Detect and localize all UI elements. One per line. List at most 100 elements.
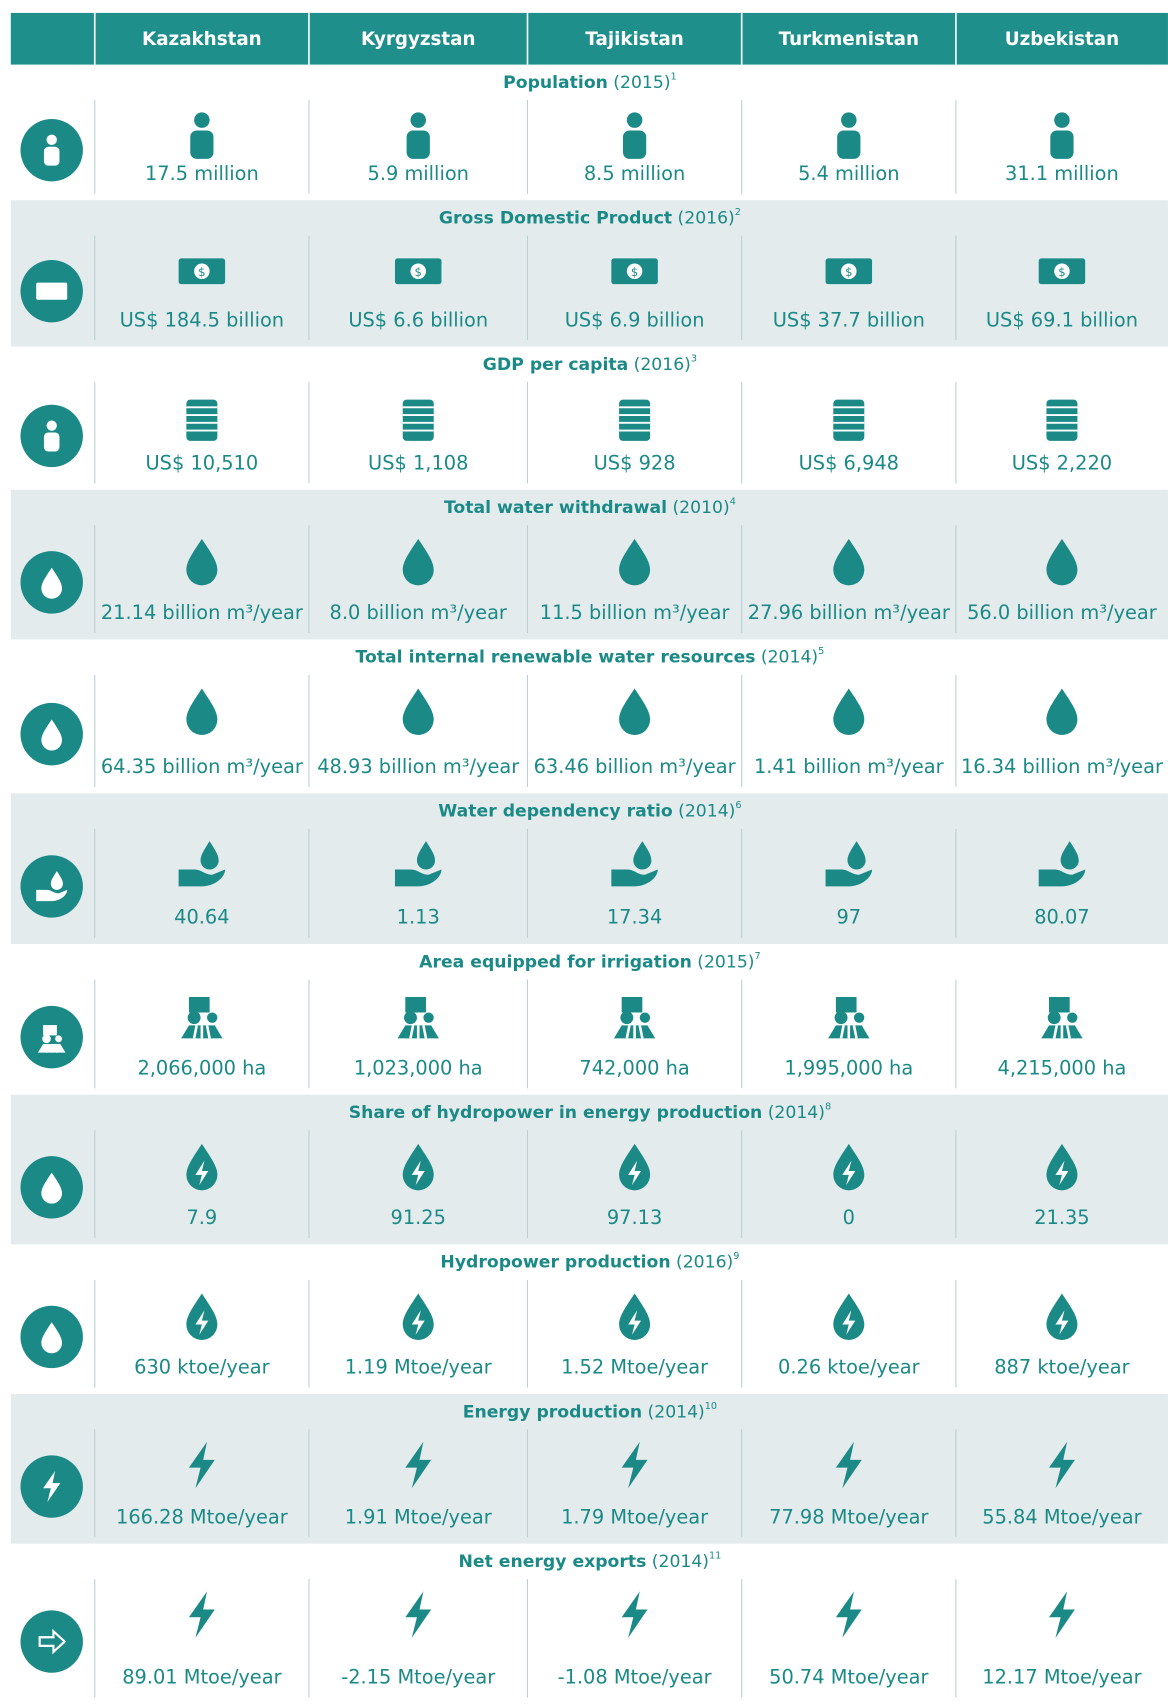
cell-value: 166.28 Mtoe/year bbox=[116, 1505, 288, 1528]
cell-value: 630 ktoe/year bbox=[134, 1356, 269, 1379]
column-header: Tajikistan bbox=[585, 29, 683, 50]
cell-pictogram bbox=[407, 112, 430, 159]
row-note: 3 bbox=[691, 353, 697, 364]
cell-value: 8.5 million bbox=[584, 162, 685, 185]
cell-pictogram bbox=[623, 112, 646, 159]
row-title-text: Population bbox=[503, 73, 608, 93]
row-year: (2015) bbox=[613, 73, 670, 93]
cell-pictogram bbox=[826, 258, 873, 284]
row-icon bbox=[36, 283, 67, 300]
cell-pictogram bbox=[405, 1591, 431, 1638]
row-icon-circle bbox=[20, 1610, 82, 1672]
row-title: Net energy exports(2014)11 bbox=[458, 1550, 721, 1571]
row-note: 8 bbox=[825, 1102, 831, 1113]
cell-pictogram bbox=[836, 1591, 862, 1638]
row-title-text: Share of hydropower in energy production bbox=[349, 1103, 763, 1123]
cell-pictogram bbox=[403, 400, 434, 441]
cell-pictogram bbox=[833, 1293, 864, 1340]
row-year: (2014) bbox=[768, 1103, 825, 1123]
cell-value: 64.35 billion m³/year bbox=[101, 755, 303, 778]
cell-value: 0.26 ktoe/year bbox=[778, 1356, 920, 1379]
cell-value: 1.79 Mtoe/year bbox=[561, 1505, 708, 1528]
cell-value: 17.34 bbox=[607, 906, 662, 929]
cell-value: 40.64 bbox=[174, 906, 229, 929]
cell-value: 97.13 bbox=[607, 1206, 662, 1229]
cell-value: -1.08 Mtoe/year bbox=[558, 1666, 712, 1689]
cell-value: 97 bbox=[836, 906, 861, 929]
page: {"header": {"countries": ["Kazakhstan", … bbox=[0, 0, 1168, 1704]
cell-value: US$ 37.7 billion bbox=[773, 308, 925, 331]
cell-value: 2,066,000 ha bbox=[137, 1056, 266, 1079]
cell-value: 1.52 Mtoe/year bbox=[561, 1356, 708, 1379]
row-title: GDP per capita(2016)3 bbox=[483, 353, 697, 374]
row-note: 7 bbox=[755, 951, 761, 962]
cell-pictogram bbox=[837, 112, 860, 159]
cell-pictogram bbox=[189, 1591, 215, 1638]
cell-value: 55.84 Mtoe/year bbox=[982, 1505, 1141, 1528]
row-year: (2016) bbox=[676, 1253, 733, 1273]
row-title: Gross Domestic Product (2016)2 bbox=[439, 207, 741, 228]
cell-pictogram bbox=[833, 400, 864, 441]
cell-value: 27.96 billion m³/year bbox=[748, 601, 950, 624]
row-title: Total water withdrawal(2010)4 bbox=[444, 497, 736, 518]
row-title: Water dependency ratio(2014)6 bbox=[438, 800, 741, 821]
row-year: (2016) bbox=[678, 209, 735, 229]
cell-pictogram bbox=[1050, 112, 1073, 159]
cell-value: 0 bbox=[843, 1206, 855, 1229]
cell-pictogram bbox=[1046, 1293, 1077, 1340]
row-year: (2014) bbox=[648, 1402, 705, 1422]
cell-value: 1.13 bbox=[397, 906, 440, 929]
row-title-text: Total water withdrawal bbox=[444, 498, 667, 518]
row-icon-circle bbox=[20, 1006, 82, 1068]
cell-pictogram bbox=[619, 688, 650, 735]
column-header: Turkmenistan bbox=[779, 29, 919, 50]
cell-pictogram bbox=[1039, 258, 1086, 284]
cell-pictogram bbox=[186, 1293, 217, 1340]
column-header: Kyrgyzstan bbox=[361, 29, 476, 50]
cell-value: 8.0 billion m³/year bbox=[330, 601, 507, 624]
cell-pictogram bbox=[833, 688, 864, 735]
cell-value: 11.5 billion m³/year bbox=[540, 601, 730, 624]
row-year: (2010) bbox=[672, 498, 729, 518]
row-title: Total internal renewable water resources… bbox=[356, 646, 825, 667]
cell-value: 12.17 Mtoe/year bbox=[982, 1666, 1141, 1689]
row-title: Area equipped for irrigation(2015)7 bbox=[419, 951, 760, 972]
cell-pictogram bbox=[1041, 997, 1082, 1038]
row-title-text: Hydropower production bbox=[440, 1253, 670, 1273]
cell-pictogram bbox=[828, 997, 869, 1038]
cell-value: US$ 6,948 bbox=[799, 451, 899, 474]
cell-value: 50.74 Mtoe/year bbox=[769, 1666, 928, 1689]
cell-pictogram bbox=[179, 258, 226, 284]
cell-value: 1.91 Mtoe/year bbox=[345, 1505, 492, 1528]
cell-pictogram bbox=[1046, 688, 1077, 735]
row-title-text: Energy production bbox=[463, 1402, 642, 1422]
row-title: Hydropower production(2016)9 bbox=[440, 1251, 739, 1272]
column-header: Kazakhstan bbox=[142, 29, 262, 50]
cell-pictogram bbox=[398, 997, 439, 1038]
row-note: 1 bbox=[671, 71, 677, 82]
cell-value: 1.19 Mtoe/year bbox=[345, 1356, 492, 1379]
row-title: Share of hydropower in energy production… bbox=[349, 1102, 831, 1123]
cell-value: -2.15 Mtoe/year bbox=[341, 1666, 495, 1689]
cell-value: 16.34 billion m³/year bbox=[961, 755, 1163, 778]
row-note: 2 bbox=[735, 207, 741, 218]
cell-value: US$ 184.5 billion bbox=[120, 308, 284, 331]
cell-value: 17.5 million bbox=[145, 162, 259, 185]
row-title-text: Gross Domestic Product bbox=[439, 209, 672, 229]
cell-value: 21.14 billion m³/year bbox=[101, 601, 303, 624]
cell-value: 80.07 bbox=[1034, 906, 1089, 929]
row-note: 4 bbox=[730, 497, 736, 508]
row-title-text: Area equipped for irrigation bbox=[419, 952, 692, 972]
cell-value: 63.46 billion m³/year bbox=[534, 755, 736, 778]
cell-pictogram bbox=[186, 400, 217, 441]
row-title-text: Total internal renewable water resources bbox=[356, 648, 756, 668]
cell-value: US$ 10,510 bbox=[146, 451, 259, 474]
cell-value: US$ 6.9 billion bbox=[565, 308, 705, 331]
cell-value: 91.25 bbox=[391, 1206, 446, 1229]
row-title: Energy production(2014)10 bbox=[463, 1401, 717, 1422]
column-header: Uzbekistan bbox=[1005, 29, 1119, 50]
cell-value: 5.4 million bbox=[798, 162, 899, 185]
cell-value: US$ 928 bbox=[594, 451, 676, 474]
cell-value: 7.9 bbox=[186, 1206, 217, 1229]
infographic: $ KazakhstanKyrgyzstanTajikistanTurkmeni… bbox=[0, 0, 1168, 1704]
